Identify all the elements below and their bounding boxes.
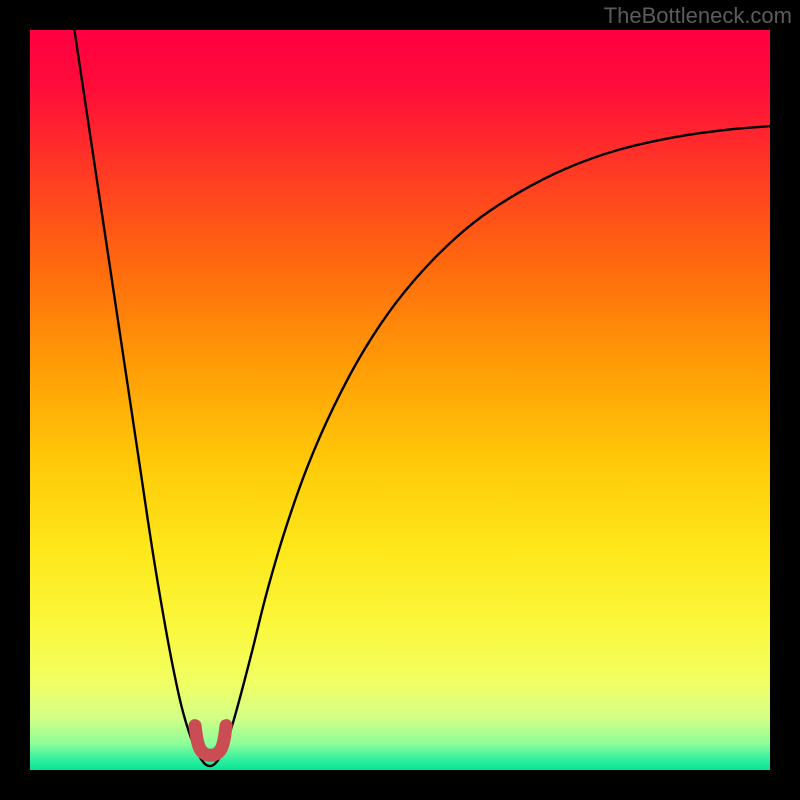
- watermark-text: TheBottleneck.com: [604, 3, 792, 29]
- chart-stage: TheBottleneck.com: [0, 0, 800, 800]
- chart-svg: [0, 0, 800, 800]
